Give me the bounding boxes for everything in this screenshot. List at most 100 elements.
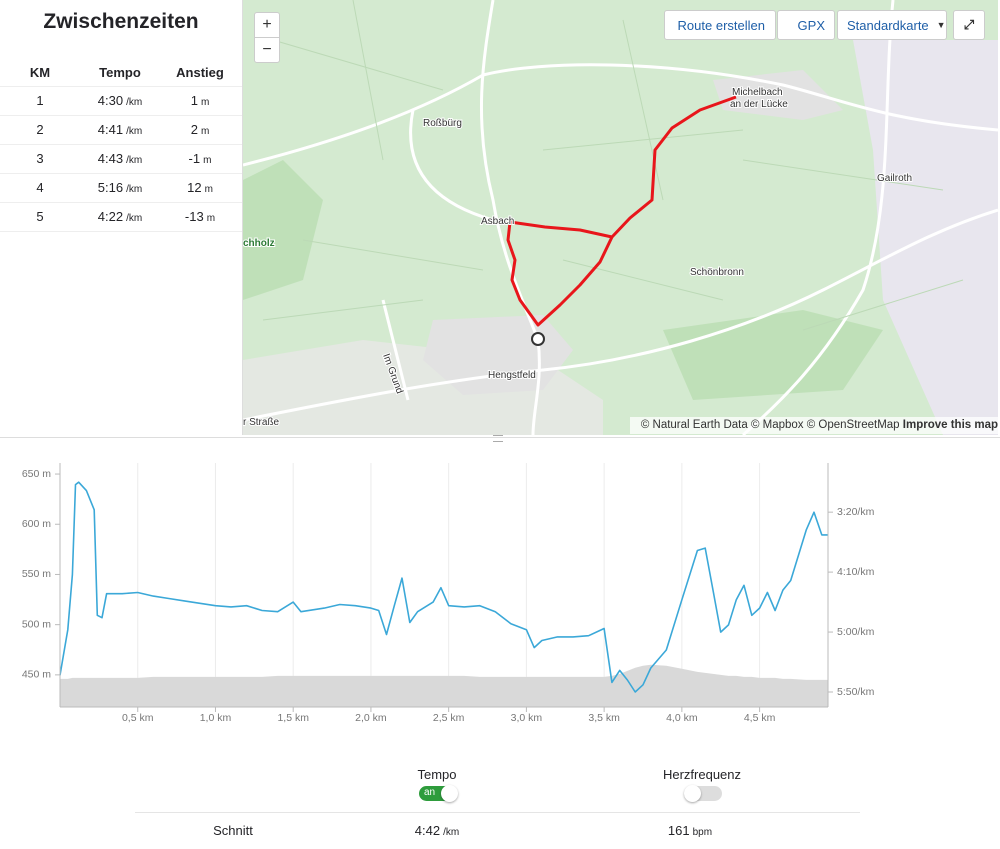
x-tick-label: 1,5 km xyxy=(277,712,309,724)
route xyxy=(506,95,737,327)
place-label: Roßbürg xyxy=(423,118,462,129)
row-line xyxy=(0,231,242,232)
place-label: an der Lücke xyxy=(730,99,788,110)
tempo-cell: 5:16/km xyxy=(80,180,160,195)
place-label: chholz xyxy=(243,238,275,249)
column-header: Anstieg xyxy=(176,65,224,80)
place-label: Michelbach xyxy=(732,87,783,98)
splits-title: Zwischenzeiten xyxy=(43,10,199,33)
map-roads xyxy=(243,0,998,435)
summary-label: Schnitt xyxy=(213,823,253,838)
column-header: Tempo xyxy=(99,65,141,80)
tempo-unit: /km xyxy=(126,126,143,137)
attribution-text: © Natural Earth Data © Mapbox © OpenStre… xyxy=(640,419,900,431)
toggle-label: Tempo xyxy=(417,767,457,782)
climb-unit: m xyxy=(206,213,216,224)
climb-value: -1 xyxy=(188,151,201,166)
climb-value: 12 xyxy=(187,180,202,195)
x-tick-label: 1,0 km xyxy=(200,712,232,724)
y2-tick-label: 5:00/km xyxy=(837,626,875,638)
tempo-cell: 4:43/km xyxy=(80,151,160,166)
climb-value: 1 xyxy=(190,93,198,108)
divider xyxy=(0,437,1000,438)
y-tick-label: 600 m xyxy=(22,518,51,530)
tempo-unit: /km xyxy=(126,184,143,195)
y2-tick-label: 3:20/km xyxy=(837,506,875,518)
gpx-label: GPX xyxy=(797,17,825,33)
hr-value: 161 xyxy=(667,823,690,838)
place-label: Gailroth xyxy=(877,173,912,184)
climb-cell: 12 m xyxy=(160,180,240,195)
climb-cell: -13 m xyxy=(160,209,240,224)
place-label: Hengstfeld xyxy=(488,370,536,381)
km-cell: 1 xyxy=(36,93,44,108)
summary-hr: 161 bpm xyxy=(640,823,740,838)
column-header: KM xyxy=(29,65,51,80)
place-label: r Straße xyxy=(243,417,280,428)
pace-line xyxy=(59,481,828,693)
toggle-knob xyxy=(441,785,458,802)
x-tick-label: 0,5 km xyxy=(122,712,154,724)
place-label: Asbach xyxy=(481,216,514,227)
splits-panel: Zwischenzeiten KM Tempo Anstieg 1 4:30/km 1 m 2… xyxy=(0,0,243,435)
x-tick-label: 3,5 km xyxy=(588,712,620,724)
tempo-value: 5:16 xyxy=(97,180,124,195)
y-tick-label: 500 m xyxy=(22,618,51,630)
style-button[interactable]: Standardkarte ▼ xyxy=(837,10,947,40)
tempo-cell: 4:30/km xyxy=(80,93,160,108)
y-tick-label: 650 m xyxy=(22,468,51,480)
toggle-switch[interactable]: an xyxy=(419,785,458,802)
x-tick-label: 4,0 km xyxy=(666,712,698,724)
y2-tick-label: 4:10/km xyxy=(837,566,875,578)
toggle-knob xyxy=(684,785,701,802)
toggle-switch[interactable] xyxy=(684,785,722,802)
hr-unit: bpm xyxy=(692,827,713,838)
gpx-button[interactable]: GPX xyxy=(777,10,835,40)
caret: ▼ xyxy=(936,20,946,30)
elevation-area xyxy=(60,664,828,707)
climb-unit: m xyxy=(200,126,210,137)
tempo-value: 4:30 xyxy=(97,93,124,108)
climb-cell: -1 m xyxy=(160,151,240,166)
style-label: Standardkarte xyxy=(847,17,929,33)
pace-value: 4:42 xyxy=(414,823,441,838)
improve-link[interactable]: Improve this map xyxy=(902,419,998,431)
tempo-value: 4:43 xyxy=(97,151,124,166)
tempo-unit: /km xyxy=(126,97,143,108)
tempo-value: 4:22 xyxy=(97,209,124,224)
km-cell: 5 xyxy=(36,209,44,224)
row-line xyxy=(0,144,242,145)
x-tick-label: 2,5 km xyxy=(433,712,465,724)
map-paths xyxy=(262,0,964,331)
place-label: Schönbronn xyxy=(690,267,744,278)
route-button[interactable]: Route erstellen xyxy=(664,10,776,40)
route-label: Route erstellen xyxy=(677,17,765,33)
zoom-in[interactable]: + xyxy=(254,12,280,38)
climb-unit: m xyxy=(203,155,212,166)
row-line xyxy=(0,173,242,174)
fullscreen-button[interactable]: ⤢ xyxy=(953,10,985,40)
climb-value: -13 xyxy=(184,209,204,224)
tempo-unit: /km xyxy=(126,213,143,224)
map[interactable]: Roßbürg Asbach Michelbach an der Lücke G… xyxy=(243,0,998,435)
map-town xyxy=(713,70,843,120)
resize-handle[interactable] xyxy=(493,435,503,442)
climb-unit: m xyxy=(200,97,210,108)
climb-value: 2 xyxy=(190,122,198,137)
km-cell: 2 xyxy=(36,122,44,137)
y-tick-label: 550 m xyxy=(22,568,51,580)
chart: 0,5 km 1,0 km 1,5 km 2,0 km 2,5 km 3,0 km 3,5 … xyxy=(22,463,875,724)
x-tick-label: 2,0 km xyxy=(355,712,387,724)
row-line xyxy=(0,86,242,87)
toggle-label: Herzfrequenz xyxy=(662,767,742,782)
tempo-value: 4:41 xyxy=(97,122,124,137)
row-line xyxy=(0,115,242,116)
km-cell: 3 xyxy=(36,151,44,166)
row-line xyxy=(0,202,242,203)
attribution: © Natural Earth Data © Mapbox © OpenStre… xyxy=(630,417,998,434)
zoom-out[interactable]: − xyxy=(254,37,280,63)
map-forest xyxy=(243,160,323,300)
